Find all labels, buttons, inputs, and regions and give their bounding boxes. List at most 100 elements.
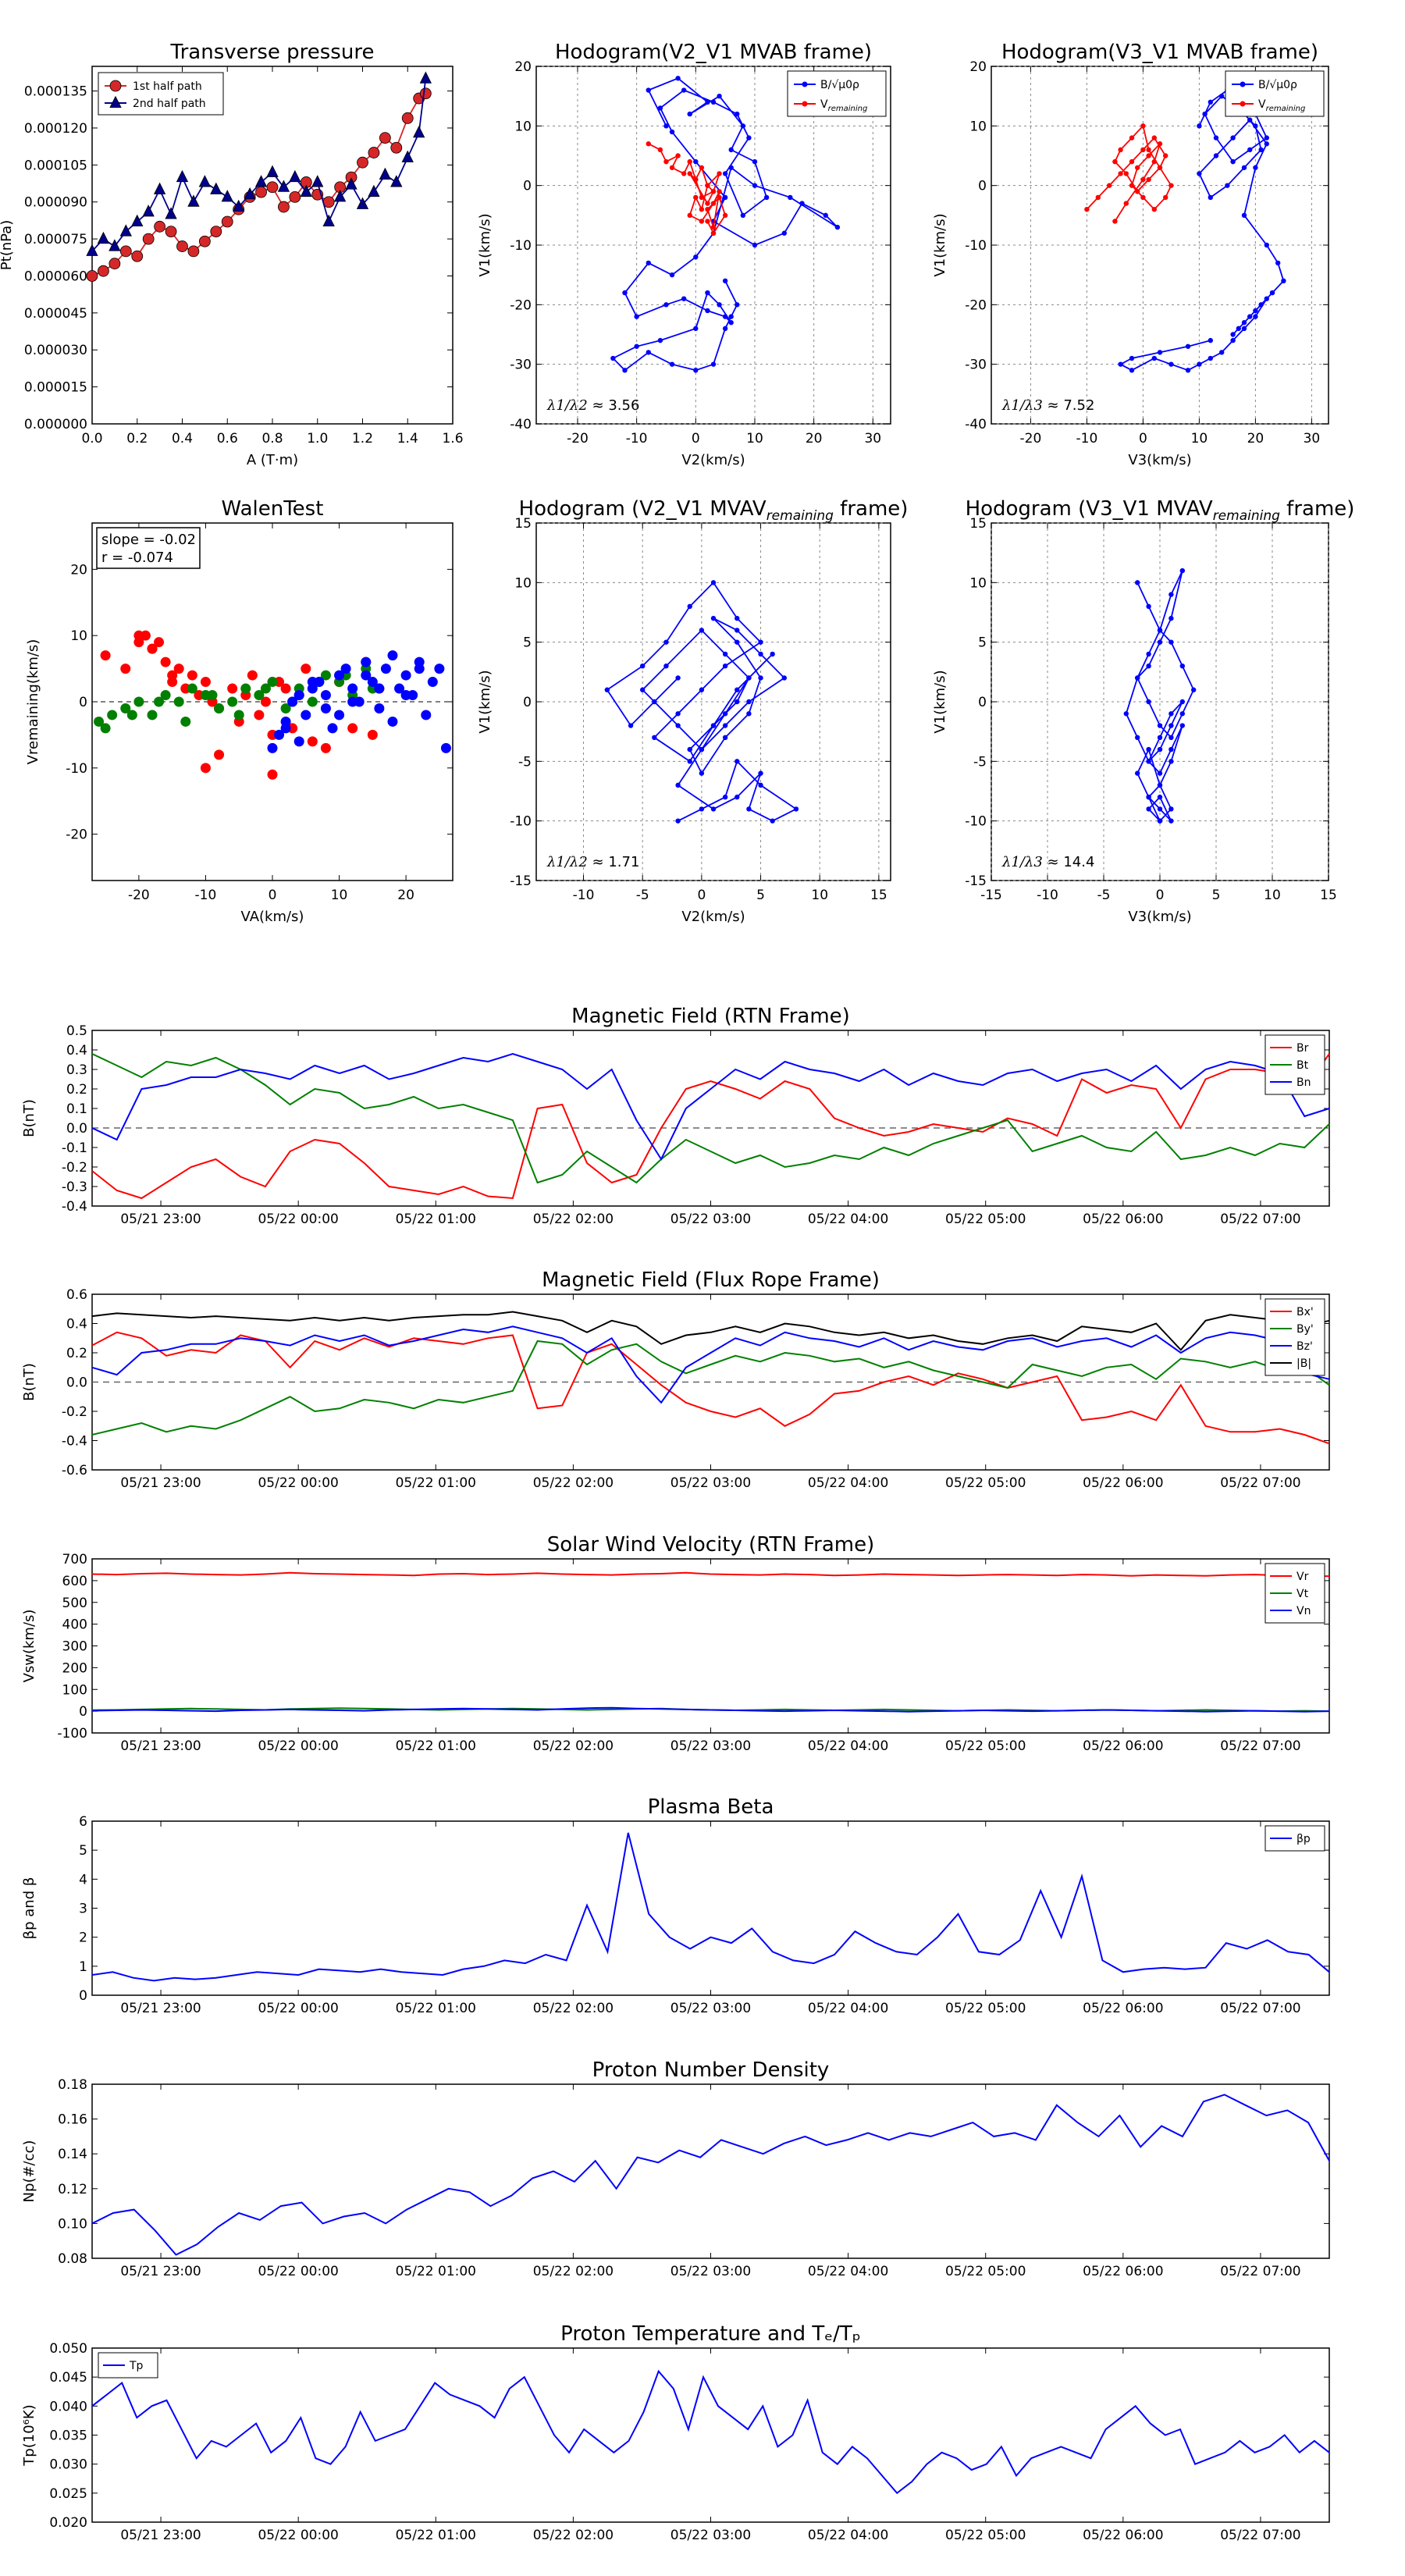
- hodo_v2-y-tick-label: -5: [518, 754, 532, 770]
- hodo_b3-y-tick-label: 20: [969, 59, 987, 75]
- hodo_b3-point: [1247, 314, 1253, 319]
- pt-point: [187, 245, 200, 258]
- walen-point: [214, 703, 225, 713]
- hodo_v2-x-tick-label: -5: [636, 888, 649, 903]
- hodo_b2-eigen-annotation: λ1/λ2 ≈ 3.56: [546, 397, 639, 414]
- mag_rtn-legend-label: Bt: [1297, 1059, 1309, 1072]
- hodo_b2-point: [710, 189, 717, 194]
- walen-point: [301, 664, 311, 674]
- hodo_v2-series-line-1: [606, 581, 798, 822]
- np-y-tick-label: 0.12: [58, 2182, 87, 2197]
- pt-legend-marker: [109, 95, 122, 109]
- np-x-tick-label: 05/22 00:00: [258, 2264, 338, 2279]
- walen-point: [293, 736, 304, 747]
- hodo_v2-point: [746, 806, 752, 812]
- hodo_b3-point: [1197, 171, 1202, 176]
- hodo_b2-point: [717, 189, 722, 194]
- pt-y-tick-label: 0.000075: [24, 232, 87, 247]
- hodo_b3-point: [1236, 326, 1242, 332]
- hodo_b2-point: [823, 212, 828, 219]
- walen-point: [307, 736, 318, 747]
- pt-legend-label: 2nd half path: [133, 98, 206, 110]
- mag_rtn-legend-label: Bn: [1297, 1076, 1311, 1089]
- walen-point: [400, 690, 411, 701]
- hodo_v2-point: [652, 699, 657, 705]
- walen-y-label: Vremaining(km/s): [25, 639, 41, 765]
- hodo_b3-legend-label-v: Vremaining: [1258, 98, 1305, 113]
- tp-x-tick-label: 05/22 03:00: [670, 2528, 751, 2543]
- hodo_b2-y-tick-label: 20: [514, 59, 532, 75]
- hodo_b2-point: [740, 123, 746, 129]
- hodo_b3-point: [1168, 183, 1174, 188]
- pt-point: [357, 156, 368, 169]
- hodo_b3-point: [1146, 153, 1151, 158]
- hodo_b3-point: [1197, 361, 1202, 367]
- walen-point: [180, 716, 191, 727]
- hodo_v2-point: [722, 735, 728, 740]
- hodo_b3-point: [1241, 320, 1247, 326]
- tp-title: Proton Temperature and Tₑ/Tₚ: [560, 2322, 861, 2346]
- hodo_v3-y-tick-label: 0: [978, 695, 987, 710]
- hodo_b2-point: [710, 361, 717, 367]
- pt-y-tick-label: 0.000135: [24, 84, 87, 100]
- tp-y-tick-label: 0.030: [49, 2457, 87, 2473]
- hodo_b3-point: [1264, 296, 1270, 301]
- hodo_b3-point: [1112, 158, 1118, 165]
- hodo_b2-point: [717, 194, 722, 201]
- hodo_b3-point: [1258, 147, 1264, 153]
- pt-y-tick-label: 0.000120: [24, 121, 87, 137]
- vsw-x-tick-label: 05/22 02:00: [533, 1738, 614, 1754]
- hodo_b3-y-tick-label: -10: [965, 238, 987, 254]
- walen-x-label: VA(km/s): [241, 909, 304, 925]
- hodo_b3-title: Hodogram(V3_V1 MVAB frame): [1001, 41, 1318, 64]
- vsw-x-tick-label: 05/22 00:00: [258, 1738, 338, 1754]
- walen-point: [320, 742, 331, 753]
- hodo_b3-point: [1253, 314, 1258, 319]
- pt-point: [255, 186, 267, 198]
- hodo_v2-point: [710, 723, 717, 728]
- hodo_b3-point: [1225, 183, 1230, 188]
- walen-point: [126, 710, 137, 720]
- hodo_v2-point: [604, 687, 610, 692]
- hodo_b2-point: [669, 272, 675, 278]
- walen-point: [340, 664, 351, 674]
- hodo_b2-point: [710, 224, 717, 230]
- tp-y-label: Tp(10⁶K): [21, 2404, 37, 2466]
- hodo_b3-point: [1253, 308, 1258, 314]
- pt-point: [142, 205, 155, 217]
- hodo_v2-point: [758, 651, 763, 657]
- hodo_b3-point: [1118, 147, 1123, 153]
- walen-point: [374, 703, 385, 713]
- hodo_b3-point: [1140, 147, 1146, 153]
- walen-point: [107, 710, 118, 720]
- hodo_b3-point: [1185, 343, 1191, 349]
- hodo_b3-point: [1230, 135, 1236, 141]
- hodo_b3-point: [1140, 123, 1146, 129]
- pt-point: [345, 177, 357, 190]
- hodo_v3-point: [1157, 746, 1163, 753]
- hodo_b2-point: [646, 141, 651, 147]
- tp-y-tick-label: 0.040: [49, 2399, 87, 2414]
- hodo_b2-point: [675, 76, 681, 81]
- hodo_v2-point: [699, 628, 705, 633]
- mag_rtn-y-tick-label: 0.3: [66, 1062, 87, 1078]
- hodo_v2-point: [675, 818, 681, 824]
- pt-x-tick-label: 0.2: [126, 431, 148, 447]
- hodo_v2-point: [735, 615, 740, 621]
- hodo_v3-point: [1168, 711, 1174, 717]
- vsw-series-line-1: [91, 1571, 1330, 1578]
- hodo_b2-point: [799, 201, 805, 206]
- pt-y-tick-label: 0.000030: [24, 343, 87, 358]
- hodo_b3-point: [1208, 337, 1214, 343]
- mag_rtn-y-tick-label: 0.4: [66, 1043, 87, 1059]
- hodo_b3-point: [1123, 201, 1129, 206]
- pt-point: [356, 197, 369, 209]
- hodo_b2-point: [634, 343, 639, 349]
- hodo_b3-point: [1168, 361, 1174, 367]
- walen-point: [387, 716, 398, 727]
- pt-x-tick-label: 0.6: [217, 431, 238, 447]
- hodo_b2-point: [705, 99, 710, 105]
- tp-y-tick-label: 0.050: [49, 2341, 87, 2357]
- pt-point: [198, 235, 211, 247]
- hodo_v3-point: [1168, 759, 1174, 764]
